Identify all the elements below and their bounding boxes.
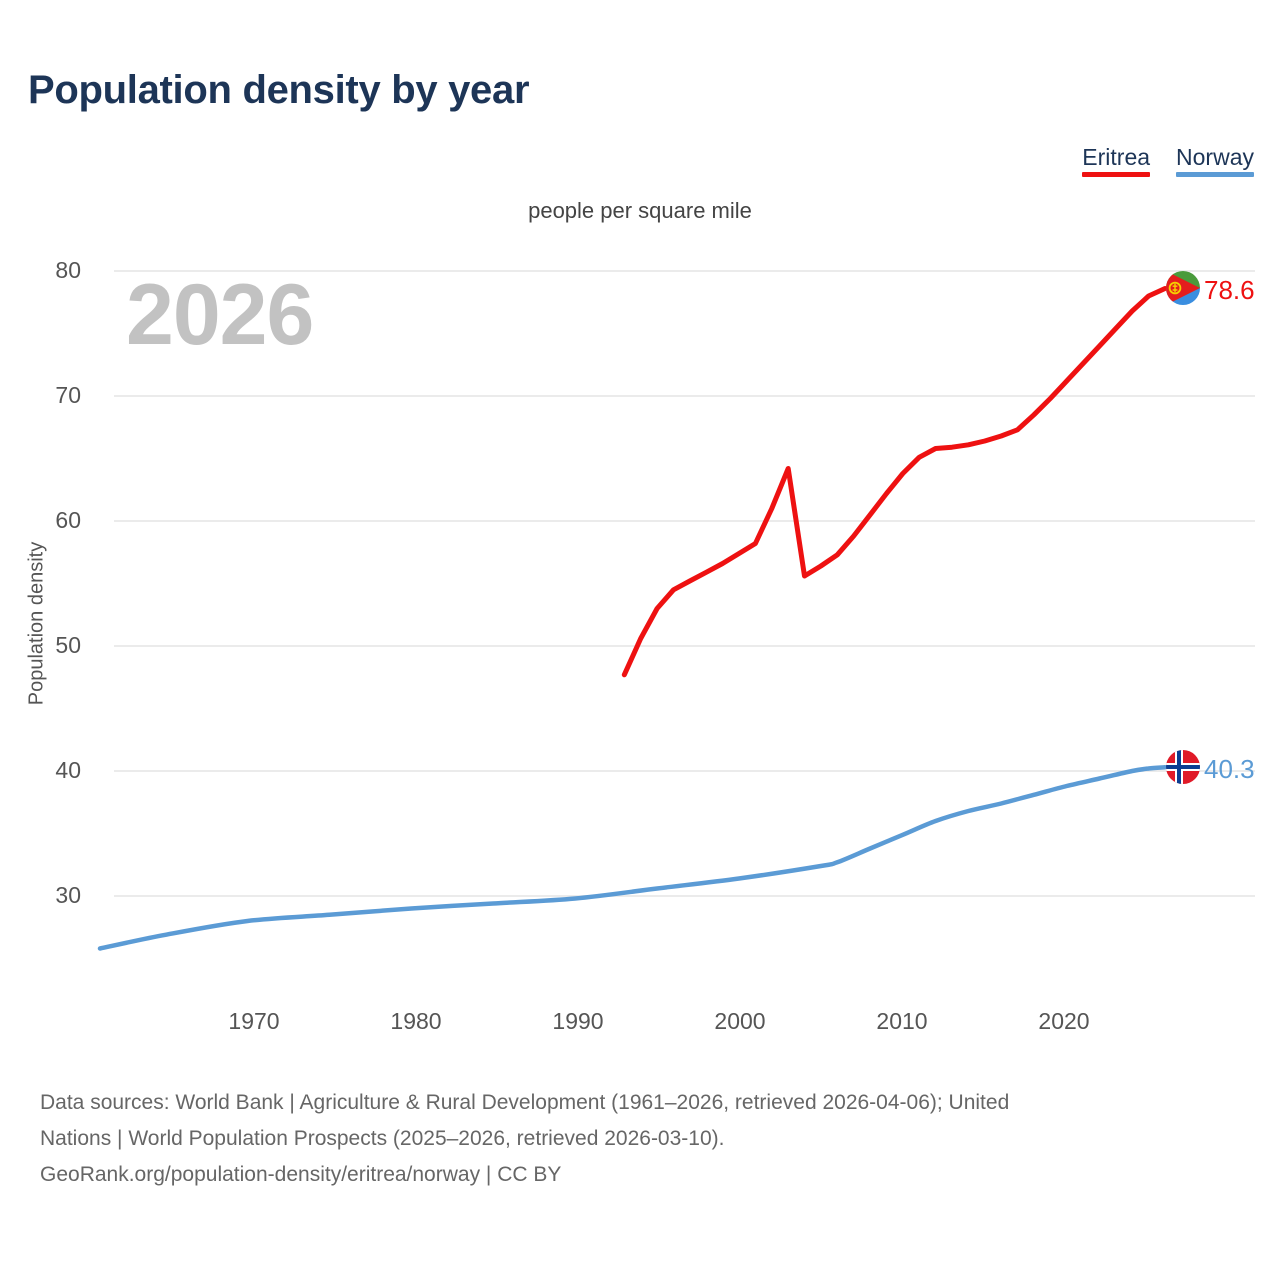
- footer-line-2: Nations | World Population Prospects (20…: [40, 1127, 725, 1150]
- legend-item-norway[interactable]: Norway: [1176, 144, 1254, 177]
- year-watermark: 2026: [126, 267, 314, 363]
- footer-line-1: Data sources: World Bank | Agriculture &…: [40, 1091, 1010, 1114]
- eritrea-endpoint-value: 78.6: [1204, 275, 1255, 305]
- legend-rule-norway: [1176, 172, 1254, 177]
- y-tick-label: 80: [55, 257, 81, 283]
- series-line-eritrea: [621, 286, 1168, 678]
- chart-canvas: [97, 270, 1255, 951]
- y-tick-label: 70: [55, 382, 81, 408]
- x-tick-label: 2020: [1038, 1008, 1090, 1034]
- footer-line-3: GeoRank.org/population-density/eritrea/n…: [40, 1163, 562, 1186]
- legend-label-eritrea: Eritrea: [1082, 144, 1151, 170]
- series-line-norway: [97, 765, 1168, 951]
- x-tick-label: 1990: [552, 1008, 604, 1034]
- x-tick-label: 1980: [390, 1008, 442, 1034]
- chart-subtitle: people per square mile: [528, 198, 752, 223]
- norway-flag-icon: [1166, 750, 1200, 784]
- y-tick-label: 60: [55, 507, 81, 533]
- x-tick-label: 1970: [228, 1008, 280, 1034]
- x-tick-label: 2010: [876, 1008, 928, 1034]
- y-tick-label: 50: [55, 632, 81, 658]
- plot-area: 2026 Population density 80 70 60 50 40 3…: [26, 257, 1255, 1034]
- page-title: Population density by year: [28, 68, 530, 112]
- y-tick-label: 30: [55, 882, 81, 908]
- y-tick-label: 40: [55, 757, 81, 783]
- legend-rule-eritrea: [1082, 172, 1151, 177]
- eritrea-flag-icon: [1166, 271, 1200, 305]
- legend-label-norway: Norway: [1176, 144, 1254, 170]
- chart-legend: Eritrea Norway: [1082, 144, 1254, 177]
- gridlines: [114, 270, 1255, 897]
- x-tick-label: 2000: [714, 1008, 766, 1034]
- footer-sources: Data sources: World Bank | Agriculture &…: [40, 1085, 1255, 1193]
- norway-endpoint-value: 40.3: [1204, 754, 1255, 784]
- legend-item-eritrea[interactable]: Eritrea: [1082, 144, 1151, 177]
